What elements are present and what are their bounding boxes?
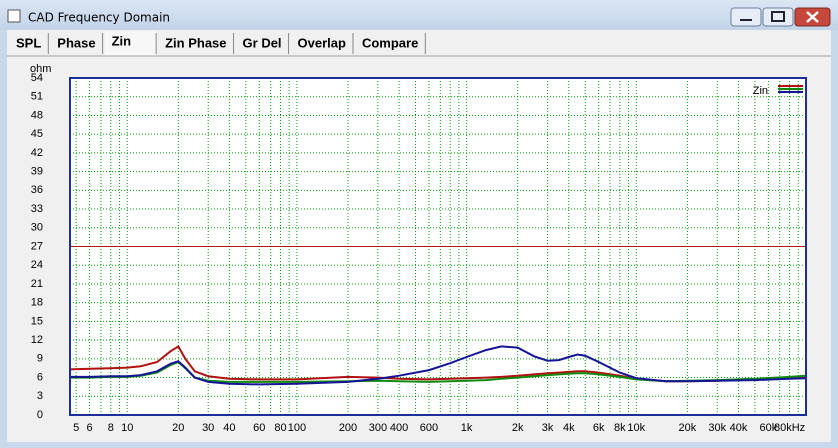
x-tick-label: 10	[121, 422, 133, 434]
tab-selected	[104, 31, 157, 56]
tab[interactable]: Phase	[57, 35, 95, 50]
y-tick-label: 21	[31, 278, 43, 290]
maximize-button[interactable]	[762, 7, 794, 27]
x-tick-label: 40	[223, 422, 235, 434]
app-icon	[7, 9, 21, 23]
x-tick-label: 60	[253, 422, 265, 434]
y-tick-label: 18	[31, 297, 43, 309]
x-tick-label: 600	[420, 422, 438, 434]
x-tick-label: 10k	[627, 422, 645, 434]
y-tick-label: 3	[37, 390, 43, 402]
y-tick-label: 54	[31, 72, 43, 84]
x-tick-label: 6k	[593, 422, 605, 434]
x-tick-label: 1k	[461, 422, 473, 434]
x-tick-label: 8	[108, 422, 114, 434]
y-tick-label: 12	[31, 334, 43, 346]
x-tick-label: 100	[288, 422, 306, 434]
x-tick-label: 80	[274, 422, 286, 434]
x-tick-label: 60k	[759, 422, 777, 434]
tab[interactable]: Gr Del	[243, 35, 282, 50]
x-tick-label: 40k	[730, 422, 748, 434]
x-tick-label: 80kHz	[774, 422, 805, 434]
tab-bar: SPL Phase Zin Zin Phase Gr Del Overlap Compare	[16, 31, 426, 56]
window-title: CAD Frequency Domain	[28, 11, 170, 25]
y-tick-label: 36	[31, 184, 43, 196]
x-tick-label: 5	[73, 422, 79, 434]
icon	[771, 11, 785, 22]
x-tick-label: 30k	[708, 422, 726, 434]
title-bar	[0, 0, 838, 30]
y-tick-label: 15	[31, 315, 43, 327]
x-tick-label: 200	[339, 422, 357, 434]
plot-border	[69, 77, 807, 416]
x-tick-label: 3k	[542, 422, 554, 434]
x-tick-label: 30	[202, 422, 214, 434]
x-tick-label: 2k	[512, 422, 524, 434]
y-tick-label: 51	[31, 91, 43, 103]
series-line	[70, 345, 807, 386]
minimize-button[interactable]	[730, 7, 762, 27]
tab[interactable]: Zin Phase	[165, 35, 226, 50]
tab[interactable]: SPL	[16, 35, 41, 50]
y-unit: ohm	[30, 63, 51, 75]
x-tick-label: 6	[87, 422, 93, 434]
icon	[806, 11, 819, 23]
y-tick-label: 24	[31, 259, 43, 271]
y-tick-label: 0	[37, 409, 43, 421]
x-tick-label: 8k	[614, 422, 626, 434]
tab[interactable]: Zin	[112, 33, 132, 48]
x-tick-label: 20	[172, 422, 184, 434]
tab[interactable]: Overlap	[298, 35, 346, 50]
series-line	[70, 360, 807, 383]
x-tick-label: 300	[369, 422, 387, 434]
y-tick-label: 27	[31, 240, 43, 252]
y-tick-label: 45	[31, 128, 43, 140]
legend-label: Zin	[753, 85, 768, 97]
y-tick-label: 9	[37, 353, 43, 365]
y-tick-label: 33	[31, 203, 43, 215]
x-tick-label: 4k	[563, 422, 575, 434]
x-tick-label: 400	[390, 422, 408, 434]
y-tick-label: 48	[31, 109, 43, 121]
y-tick-label: 42	[31, 147, 43, 159]
tab[interactable]: Compare	[362, 35, 418, 50]
y-tick-label: 6	[37, 371, 43, 383]
y-tick-label: 39	[31, 166, 43, 178]
y-tick-label: 30	[31, 222, 43, 234]
x-tick-label: 20k	[679, 422, 697, 434]
